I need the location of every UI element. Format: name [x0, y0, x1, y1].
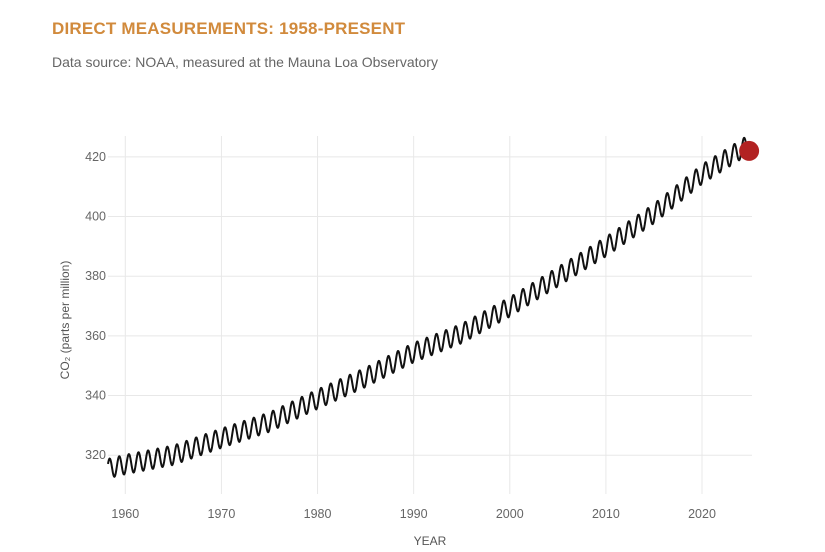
latest-value-marker: [739, 140, 760, 161]
x-axis-ticks: 1960 1970 1980 1990 2000 2010 2020: [111, 507, 716, 521]
co2-series-line: [107, 136, 749, 478]
y-tick-label: 340: [85, 389, 106, 403]
y-tick-label: 360: [85, 329, 106, 343]
x-tick-label: 1960: [111, 507, 139, 521]
y-axis-ticks: 320 340 360 380 400 420: [85, 150, 106, 462]
y-tick-label: 380: [85, 269, 106, 283]
y-tick-label: 400: [85, 210, 106, 224]
y-tick-label: 320: [85, 448, 106, 462]
x-tick-label: 2020: [688, 507, 716, 521]
x-tick-label: 2000: [496, 507, 524, 521]
x-tick-label: 1980: [304, 507, 332, 521]
y-tick-label: 420: [85, 150, 106, 164]
y-axis-title: CO₂ (parts per million): [58, 261, 72, 380]
x-tick-label: 1970: [208, 507, 236, 521]
x-tick-label: 1990: [400, 507, 428, 521]
x-axis-title: YEAR: [414, 534, 447, 548]
x-tick-label: 2010: [592, 507, 620, 521]
chart-subtitle: Data source: NOAA, measured at the Mauna…: [52, 54, 438, 70]
chart-title: DIRECT MEASUREMENTS: 1958-PRESENT: [52, 19, 406, 38]
